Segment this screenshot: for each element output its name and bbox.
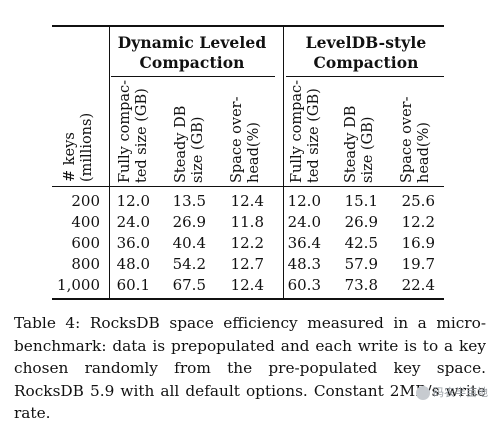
value-cell: 60.3 bbox=[287, 276, 321, 294]
value-cell: 42.5 bbox=[344, 234, 378, 252]
value-cell: 48.3 bbox=[287, 255, 321, 273]
header-fully-compacted-dynamic: Fully compac- ted size (GB) bbox=[117, 79, 151, 183]
group-title-line: Compaction bbox=[313, 53, 419, 72]
value-cell: 24.0 bbox=[116, 213, 150, 231]
value-cell: 36.0 bbox=[116, 234, 150, 252]
value-cell: 12.2 bbox=[401, 213, 435, 231]
value-cell: 12.2 bbox=[230, 234, 264, 252]
header-line: Space over- bbox=[399, 96, 415, 183]
value-cell: 67.5 bbox=[172, 276, 206, 294]
header-space-overhead-dynamic: Space over- head(%) bbox=[229, 96, 263, 183]
header-rule bbox=[52, 186, 444, 187]
keys-cell: 1,000 bbox=[57, 276, 100, 294]
value-cell: 12.0 bbox=[116, 192, 150, 210]
value-cell: 36.4 bbox=[287, 234, 321, 252]
value-cell: 57.9 bbox=[344, 255, 378, 273]
column-separator bbox=[283, 27, 284, 298]
header-space-overhead-leveldb: Space over- head(%) bbox=[399, 96, 433, 183]
value-cell: 15.1 bbox=[344, 192, 378, 210]
value-cell: 12.4 bbox=[230, 276, 264, 294]
table-caption: Table 4: RocksDB space efficiency measur… bbox=[14, 314, 486, 422]
value-cell: 22.4 bbox=[401, 276, 435, 294]
header-steady-db-leveldb: Steady DB size (GB) bbox=[343, 104, 377, 183]
header-line: size (GB) bbox=[360, 116, 376, 183]
header-steady-db-dynamic: Steady DB size (GB) bbox=[173, 104, 207, 183]
value-cell: 25.6 bbox=[401, 192, 435, 210]
paper-page: Dynamic Leveled Compaction LevelDB-style… bbox=[14, 25, 488, 422]
header-line: Steady DB bbox=[343, 105, 359, 183]
header-line: ted size (GB) bbox=[306, 88, 322, 183]
value-cell: 54.2 bbox=[172, 255, 206, 273]
value-cell: 73.8 bbox=[344, 276, 378, 294]
group-title-line: LevelDB-style bbox=[305, 33, 427, 52]
value-cell: 26.9 bbox=[344, 213, 378, 231]
group-underline-dynamic bbox=[111, 76, 275, 77]
keys-cell: 200 bbox=[71, 192, 100, 210]
header-line: Fully compac- bbox=[289, 79, 305, 183]
header-fully-compacted-leveldb: Fully compac- ted size (GB) bbox=[289, 79, 323, 183]
header-line: Steady DB bbox=[173, 105, 189, 183]
value-cell: 13.5 bbox=[172, 192, 206, 210]
header-line: size (GB) bbox=[190, 116, 206, 183]
header-line: ted size (GB) bbox=[134, 88, 150, 183]
group-title-leveldb-style: LevelDB-style Compaction bbox=[285, 33, 447, 73]
table-bottom-rule bbox=[52, 298, 444, 300]
value-cell: 60.1 bbox=[116, 276, 150, 294]
watermark: 码农半亩地 bbox=[416, 384, 488, 400]
value-cell: 11.8 bbox=[230, 213, 264, 231]
header-line: (millions) bbox=[79, 112, 95, 182]
wechat-logo-icon bbox=[416, 386, 430, 400]
keys-cell: 800 bbox=[71, 255, 100, 273]
value-cell: 48.0 bbox=[116, 255, 150, 273]
watermark-text: 码农半亩地 bbox=[433, 386, 488, 399]
value-cell: 40.4 bbox=[172, 234, 206, 252]
header-keys: # keys (millions) bbox=[62, 112, 96, 182]
value-cell: 19.7 bbox=[401, 255, 435, 273]
group-underline-leveldb bbox=[286, 76, 444, 77]
value-cell: 12.7 bbox=[230, 255, 264, 273]
header-line: head(%) bbox=[416, 122, 432, 183]
keys-cell: 400 bbox=[71, 213, 100, 231]
header-line: head(%) bbox=[246, 122, 262, 183]
group-title-line: Compaction bbox=[139, 53, 245, 72]
value-cell: 26.9 bbox=[172, 213, 206, 231]
value-cell: 12.0 bbox=[287, 192, 321, 210]
value-cell: 24.0 bbox=[287, 213, 321, 231]
header-line: # keys bbox=[62, 132, 78, 182]
keys-cell: 600 bbox=[71, 234, 100, 252]
value-cell: 12.4 bbox=[230, 192, 264, 210]
header-line: Fully compac- bbox=[117, 79, 133, 183]
value-cell: 16.9 bbox=[401, 234, 435, 252]
group-title-dynamic-leveled: Dynamic Leveled Compaction bbox=[111, 33, 273, 73]
header-line: Space over- bbox=[229, 96, 245, 183]
table-top-rule bbox=[52, 25, 444, 27]
column-separator bbox=[109, 27, 110, 298]
group-title-line: Dynamic Leveled bbox=[117, 33, 267, 52]
